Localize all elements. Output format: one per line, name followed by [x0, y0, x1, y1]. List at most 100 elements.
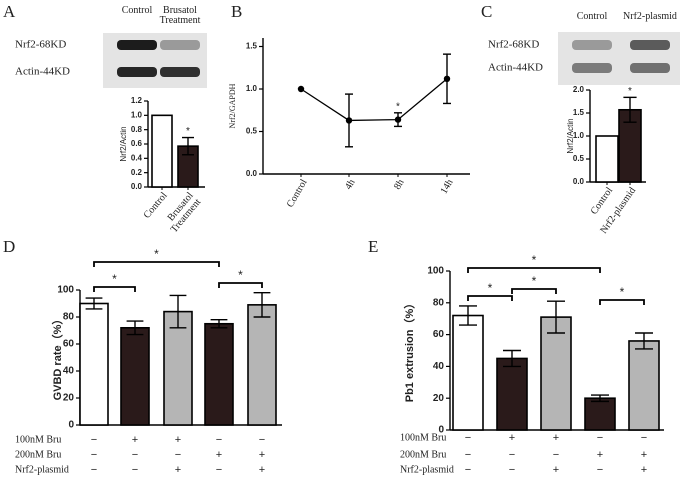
x-tick-label: 8h — [392, 178, 407, 192]
error-bar — [503, 349, 521, 368]
significance-star: * — [628, 86, 632, 97]
condition-sign: + — [597, 449, 603, 461]
band-label: Actin-44KD — [15, 66, 70, 78]
y-tick-label: 0 — [438, 425, 444, 436]
significance-bracket — [93, 286, 136, 292]
y-tick-label: 0.6 — [131, 139, 143, 148]
condition-sign: − — [465, 449, 471, 461]
condition-sign: − — [132, 449, 138, 461]
condition-sign: − — [597, 432, 603, 444]
condition-sign: + — [641, 464, 647, 476]
x-tick-label: Control — [284, 178, 310, 210]
significance-bracket — [599, 299, 645, 305]
bar — [247, 304, 277, 426]
condition-sign: − — [132, 464, 138, 476]
condition-sign: + — [509, 432, 515, 444]
error-bar — [210, 319, 228, 329]
lane-label-box: Brusatol Treatment — [159, 6, 201, 26]
band — [117, 67, 157, 77]
bar — [120, 326, 150, 426]
panel-letter: E — [368, 237, 378, 256]
y-tick-label: 0.8 — [131, 125, 143, 134]
condition-label: 200nM Bru — [15, 449, 61, 460]
significance-bracket — [467, 295, 513, 301]
condition-sign: + — [641, 449, 647, 461]
x-tick-label: 4h — [343, 178, 358, 192]
panel-letter: B — [231, 2, 242, 21]
x-tick-label-box: 8h — [392, 178, 407, 192]
axes: 0.0 0.5 1.0 1.5 — [246, 38, 470, 178]
condition-sign: − — [553, 449, 559, 461]
lane-label: Brusatol Treatment — [159, 6, 201, 26]
y-tick-label: 80 — [433, 297, 445, 308]
y-tick-label: 0.4 — [131, 153, 143, 162]
panel-letter: A — [3, 2, 16, 21]
y-tick-label: 1.0 — [573, 131, 585, 140]
point — [297, 85, 305, 93]
blot-membrane — [558, 32, 680, 85]
error-bar — [85, 297, 103, 310]
significance-star: * — [154, 247, 159, 261]
y-tick-label: 100 — [427, 266, 444, 277]
y-tick-label: 0.5 — [573, 154, 585, 163]
x-tick-label-box: 14h — [439, 178, 456, 196]
y-tick-label: 0 — [68, 420, 74, 431]
error-bar — [182, 136, 194, 156]
y-tick-label: 60 — [63, 339, 75, 350]
condition-label: Nrf2-plasmid — [400, 464, 454, 475]
y-tick-label: 0.0 — [131, 182, 143, 191]
condition-sign: − — [465, 464, 471, 476]
condition-sign: − — [509, 449, 515, 461]
error-bar — [459, 305, 477, 326]
lane-label: Nrf2-plasmid — [623, 12, 677, 22]
error-bar — [591, 394, 609, 403]
band — [630, 40, 670, 50]
bar — [540, 316, 572, 431]
error-bar — [126, 320, 144, 336]
band — [572, 40, 612, 50]
error-bar — [253, 292, 271, 318]
bar — [151, 114, 173, 188]
error-bar — [547, 300, 565, 334]
condition-sign: − — [175, 449, 181, 461]
panel-letter: C — [481, 2, 492, 21]
y-axis-label: Nrf2/Actin — [119, 126, 128, 161]
bar — [163, 310, 193, 426]
y-tick-label: 1.2 — [131, 96, 143, 105]
significance-bracket — [93, 261, 220, 267]
significance-star: * — [238, 268, 243, 282]
band-label: Actin-44KD — [488, 62, 543, 74]
y-tick-label: 1.5 — [246, 42, 258, 51]
y-tick-label: 100 — [57, 285, 74, 296]
point — [443, 75, 451, 83]
error-bar — [623, 96, 637, 123]
condition-sign: − — [509, 464, 515, 476]
bar — [204, 322, 234, 426]
x-tick-label-box: Control — [284, 178, 310, 210]
condition-sign: − — [91, 464, 97, 476]
y-tick-label: 1.0 — [246, 84, 258, 93]
band — [117, 40, 157, 50]
y-tick-label: 0.0 — [246, 169, 258, 178]
condition-sign: − — [641, 432, 647, 444]
x-tick-label-box: 4h — [343, 178, 358, 192]
y-tick-label: 1.0 — [131, 110, 143, 119]
condition-sign: − — [216, 434, 222, 446]
band — [572, 63, 612, 73]
y-axis-label: Nrf2/GAPDH — [228, 83, 237, 128]
significance-bracket — [511, 288, 557, 294]
condition-sign: + — [553, 432, 559, 444]
y-tick-label: 0.2 — [131, 168, 143, 177]
bar — [628, 340, 660, 431]
bar — [595, 135, 619, 183]
lane-label-box: Nrf2-plasmid — [623, 12, 677, 22]
condition-sign: + — [132, 434, 138, 446]
y-tick-label: 40 — [63, 366, 75, 377]
y-tick-label: 20 — [63, 393, 75, 404]
condition-sign: − — [91, 434, 97, 446]
point — [394, 116, 402, 123]
y-tick-label: 2.0 — [573, 85, 585, 94]
condition-sign: + — [216, 449, 222, 461]
error-bar — [169, 294, 187, 329]
